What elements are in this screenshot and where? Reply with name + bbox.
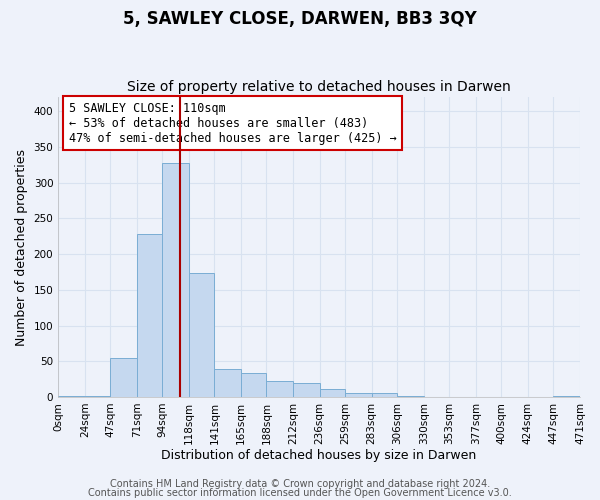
Bar: [345, 394, 372, 397]
Y-axis label: Number of detached properties: Number of detached properties: [15, 148, 28, 346]
Bar: [110, 358, 137, 397]
Bar: [320, 389, 345, 397]
X-axis label: Distribution of detached houses by size in Darwen: Distribution of detached houses by size …: [161, 450, 477, 462]
Bar: [163, 162, 189, 397]
Bar: [372, 394, 397, 397]
Text: Contains HM Land Registry data © Crown copyright and database right 2024.: Contains HM Land Registry data © Crown c…: [110, 479, 490, 489]
Bar: [214, 369, 241, 397]
Bar: [58, 396, 85, 397]
Bar: [85, 396, 110, 397]
Bar: [266, 381, 293, 397]
Text: Contains public sector information licensed under the Open Government Licence v3: Contains public sector information licen…: [88, 488, 512, 498]
Bar: [293, 382, 320, 397]
Bar: [189, 274, 214, 397]
Text: 5 SAWLEY CLOSE: 110sqm
← 53% of detached houses are smaller (483)
47% of semi-de: 5 SAWLEY CLOSE: 110sqm ← 53% of detached…: [68, 102, 397, 144]
Title: Size of property relative to detached houses in Darwen: Size of property relative to detached ho…: [127, 80, 511, 94]
Bar: [241, 372, 266, 397]
Bar: [553, 396, 580, 397]
Bar: [137, 234, 163, 397]
Bar: [397, 396, 424, 397]
Text: 5, SAWLEY CLOSE, DARWEN, BB3 3QY: 5, SAWLEY CLOSE, DARWEN, BB3 3QY: [123, 10, 477, 28]
